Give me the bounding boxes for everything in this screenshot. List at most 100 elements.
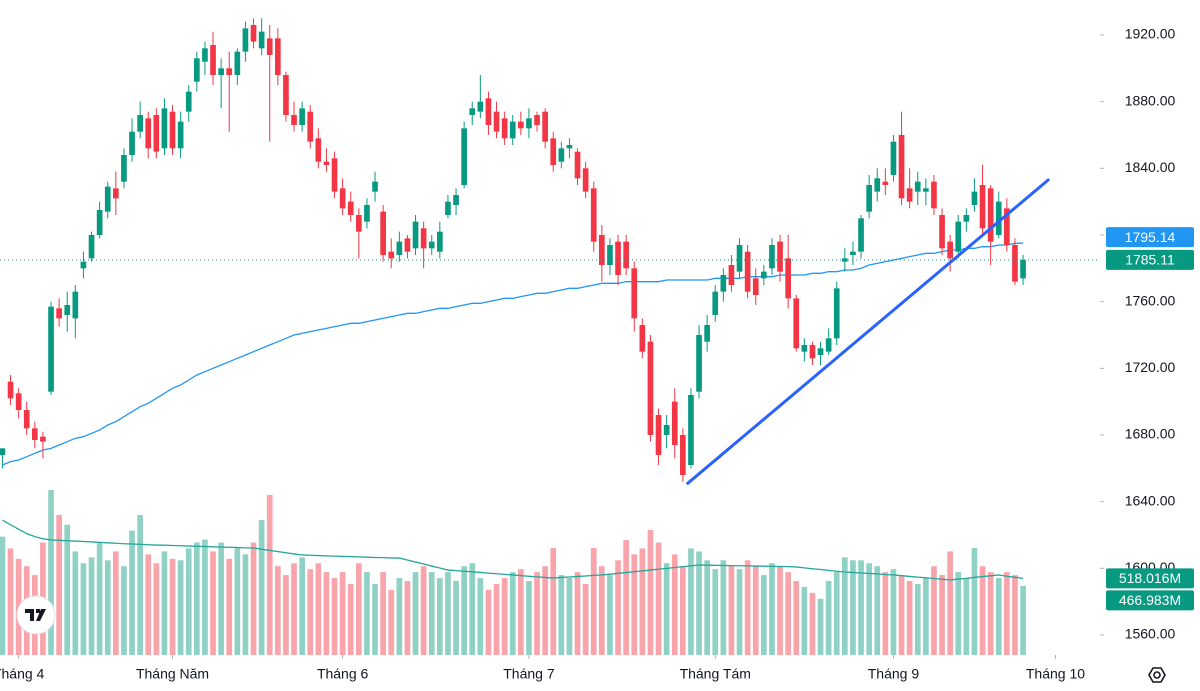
y-tick-label: 1680.00 bbox=[1125, 426, 1176, 442]
volume-bar bbox=[121, 566, 127, 655]
volume-bar bbox=[96, 542, 103, 655]
volume-bar bbox=[372, 583, 378, 655]
candle-body bbox=[923, 188, 929, 192]
candle-body bbox=[785, 258, 791, 299]
volume-bar bbox=[526, 581, 532, 655]
y-tick-label: 1880.00 bbox=[1125, 92, 1176, 108]
candle-body bbox=[283, 75, 289, 115]
volume-bar bbox=[923, 578, 929, 655]
candle-body bbox=[987, 188, 994, 242]
settings-hexagon[interactable] bbox=[1148, 667, 1166, 683]
volume-bar bbox=[380, 572, 386, 655]
candle-body bbox=[558, 148, 565, 162]
candle-body bbox=[744, 251, 751, 292]
candle-body bbox=[96, 210, 103, 235]
x-tick-label: Tháng Năm bbox=[136, 666, 209, 682]
candle-body bbox=[169, 111, 176, 149]
settings-icon[interactable] bbox=[1148, 667, 1166, 683]
candle-body bbox=[347, 201, 354, 215]
candle-body bbox=[769, 245, 775, 269]
logo bbox=[16, 595, 56, 635]
candle-body bbox=[615, 241, 621, 275]
volume-bar bbox=[647, 529, 654, 655]
candle-body bbox=[995, 201, 1002, 235]
candle-body bbox=[631, 268, 638, 319]
y-tick-label: 1560.00 bbox=[1125, 626, 1176, 642]
candle-body bbox=[477, 101, 484, 112]
candle-body bbox=[979, 185, 986, 229]
volume-bar bbox=[258, 520, 265, 655]
volume-bar bbox=[323, 572, 330, 655]
candle-body bbox=[720, 275, 727, 292]
volume-bar bbox=[777, 566, 783, 655]
x-tick-label: Tháng 9 bbox=[868, 666, 920, 682]
volume-bar bbox=[339, 572, 346, 655]
candle-body bbox=[647, 341, 654, 435]
candle-body bbox=[210, 45, 216, 75]
volume-bar bbox=[518, 569, 524, 655]
volume-bar bbox=[356, 563, 362, 655]
candle-body bbox=[412, 221, 419, 249]
volume-bar bbox=[566, 578, 573, 655]
volume-bar bbox=[331, 578, 338, 655]
volume-bar bbox=[663, 563, 670, 655]
volume-bar bbox=[671, 554, 678, 655]
volume-bar bbox=[761, 575, 767, 655]
volume-bar bbox=[623, 540, 629, 655]
candle-body bbox=[15, 393, 22, 410]
candle-body bbox=[696, 335, 702, 392]
logo-circle bbox=[16, 595, 56, 635]
close-value-tag-box bbox=[1106, 249, 1194, 270]
candle-body bbox=[655, 415, 662, 455]
volume-bar bbox=[275, 566, 281, 655]
candle-body bbox=[218, 68, 224, 75]
candle-body bbox=[963, 215, 970, 222]
volume-bar bbox=[307, 569, 314, 655]
volume-bar bbox=[639, 548, 646, 655]
candle-body bbox=[971, 191, 978, 205]
candle-body bbox=[299, 108, 305, 125]
candle-body bbox=[534, 115, 540, 125]
candle-body bbox=[356, 215, 362, 232]
candle-body bbox=[914, 181, 921, 192]
volume-bar bbox=[987, 572, 994, 655]
candle-body bbox=[388, 251, 395, 259]
volume-bar bbox=[137, 515, 143, 655]
candle-body bbox=[939, 215, 945, 249]
volume-bar bbox=[453, 581, 459, 655]
candle-body bbox=[793, 298, 800, 349]
candle-body bbox=[688, 395, 694, 465]
settings-dot[interactable] bbox=[1153, 671, 1161, 679]
volume-ma-tag-text: 518.016M bbox=[1119, 570, 1181, 586]
volume-bar bbox=[299, 557, 305, 655]
candle-body bbox=[31, 428, 38, 440]
volume-bar bbox=[720, 560, 727, 655]
candle-body bbox=[599, 235, 605, 265]
candle-body bbox=[898, 135, 905, 199]
candle-body bbox=[396, 241, 403, 255]
volume-bar bbox=[210, 551, 216, 655]
candle-body bbox=[266, 38, 273, 55]
volume-bar bbox=[712, 569, 719, 655]
candle-body bbox=[185, 91, 192, 112]
volume-bar bbox=[48, 489, 54, 655]
volume-bar bbox=[858, 560, 864, 655]
candle-body bbox=[258, 31, 265, 49]
volume-bar bbox=[631, 554, 638, 655]
volume-bar bbox=[914, 583, 921, 655]
volume-bar bbox=[558, 575, 565, 655]
candle-body bbox=[80, 261, 87, 269]
volume-bar bbox=[744, 560, 751, 655]
candle-body bbox=[858, 218, 864, 252]
volume-bar bbox=[704, 560, 710, 655]
candle-body bbox=[104, 186, 111, 212]
volume-bar bbox=[769, 563, 775, 655]
candle-body bbox=[1004, 208, 1010, 245]
candle-body bbox=[153, 115, 160, 152]
volume-bar bbox=[874, 566, 881, 655]
volume-bar bbox=[882, 572, 889, 655]
candle-body bbox=[890, 141, 897, 175]
volume-bar bbox=[574, 572, 581, 655]
candle-body bbox=[23, 410, 30, 429]
